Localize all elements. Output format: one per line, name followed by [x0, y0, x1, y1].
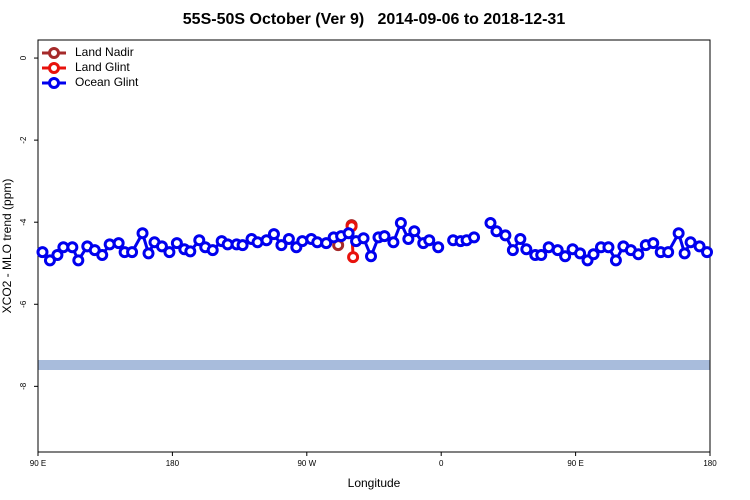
x-tick-label: 90 E [30, 459, 46, 468]
y-tick-label: -4 [19, 218, 28, 226]
point [408, 225, 421, 238]
x-tick-label: 180 [703, 459, 717, 468]
point [136, 227, 149, 240]
point [574, 247, 587, 260]
y-tick-label: 0 [19, 55, 28, 60]
point [36, 246, 49, 259]
point [587, 248, 600, 261]
point [320, 237, 333, 250]
point [394, 217, 407, 230]
point [678, 247, 691, 260]
x-tick-label: 90 E [567, 459, 583, 468]
plot-frame [37, 39, 711, 453]
point [193, 234, 206, 247]
point [155, 240, 168, 253]
point [632, 248, 645, 261]
point [559, 250, 572, 263]
y-tick-label: -6 [19, 300, 28, 308]
point [267, 228, 280, 241]
point [662, 246, 675, 259]
point [163, 246, 176, 259]
point [206, 244, 219, 257]
point [236, 239, 249, 252]
point [170, 237, 183, 250]
x-tick-label: 0 [439, 459, 444, 468]
point [184, 245, 197, 258]
point [684, 236, 697, 249]
point [96, 249, 109, 262]
legend-marker [48, 47, 60, 59]
point [112, 237, 125, 250]
point [514, 233, 527, 246]
point [701, 246, 714, 259]
point [378, 230, 391, 243]
point [520, 243, 533, 256]
legend-label: Ocean Glint [75, 75, 139, 89]
point [365, 250, 378, 263]
point [535, 249, 548, 262]
x-tick-label: 90 W [297, 459, 316, 468]
point [647, 237, 660, 250]
point [693, 240, 706, 253]
point [468, 231, 481, 244]
y-axis-label: XCO2 - MLO trend (ppm) [0, 179, 14, 314]
point [357, 232, 370, 245]
point [51, 249, 64, 262]
point [43, 254, 56, 267]
point [484, 217, 497, 230]
point [275, 239, 288, 252]
point [126, 246, 139, 259]
point [609, 254, 622, 267]
legend-label: Land Glint [75, 60, 130, 74]
point [432, 241, 445, 254]
map-strip [38, 360, 710, 370]
point [490, 225, 503, 238]
point [672, 227, 685, 240]
point [602, 241, 615, 254]
point [342, 227, 355, 240]
y-tick-label: -2 [19, 136, 28, 144]
point [506, 244, 519, 257]
point [387, 236, 400, 249]
legend-marker [48, 62, 60, 74]
point [66, 241, 79, 254]
legend-label: Land Nadir [75, 45, 134, 59]
legend-marker [48, 77, 60, 89]
point [551, 244, 564, 257]
x-axis-label: Longitude [348, 476, 401, 490]
x-tick-label: 180 [166, 459, 180, 468]
point [423, 234, 436, 247]
chart-title: 55S-50S October (Ver 9) 2014-09-06 to 20… [183, 11, 566, 28]
point [72, 254, 85, 267]
y-tick-label: -8 [19, 382, 28, 390]
point [282, 233, 295, 246]
point [142, 247, 155, 260]
point [499, 229, 512, 242]
point [260, 234, 273, 247]
point [347, 251, 360, 264]
point [402, 233, 415, 246]
